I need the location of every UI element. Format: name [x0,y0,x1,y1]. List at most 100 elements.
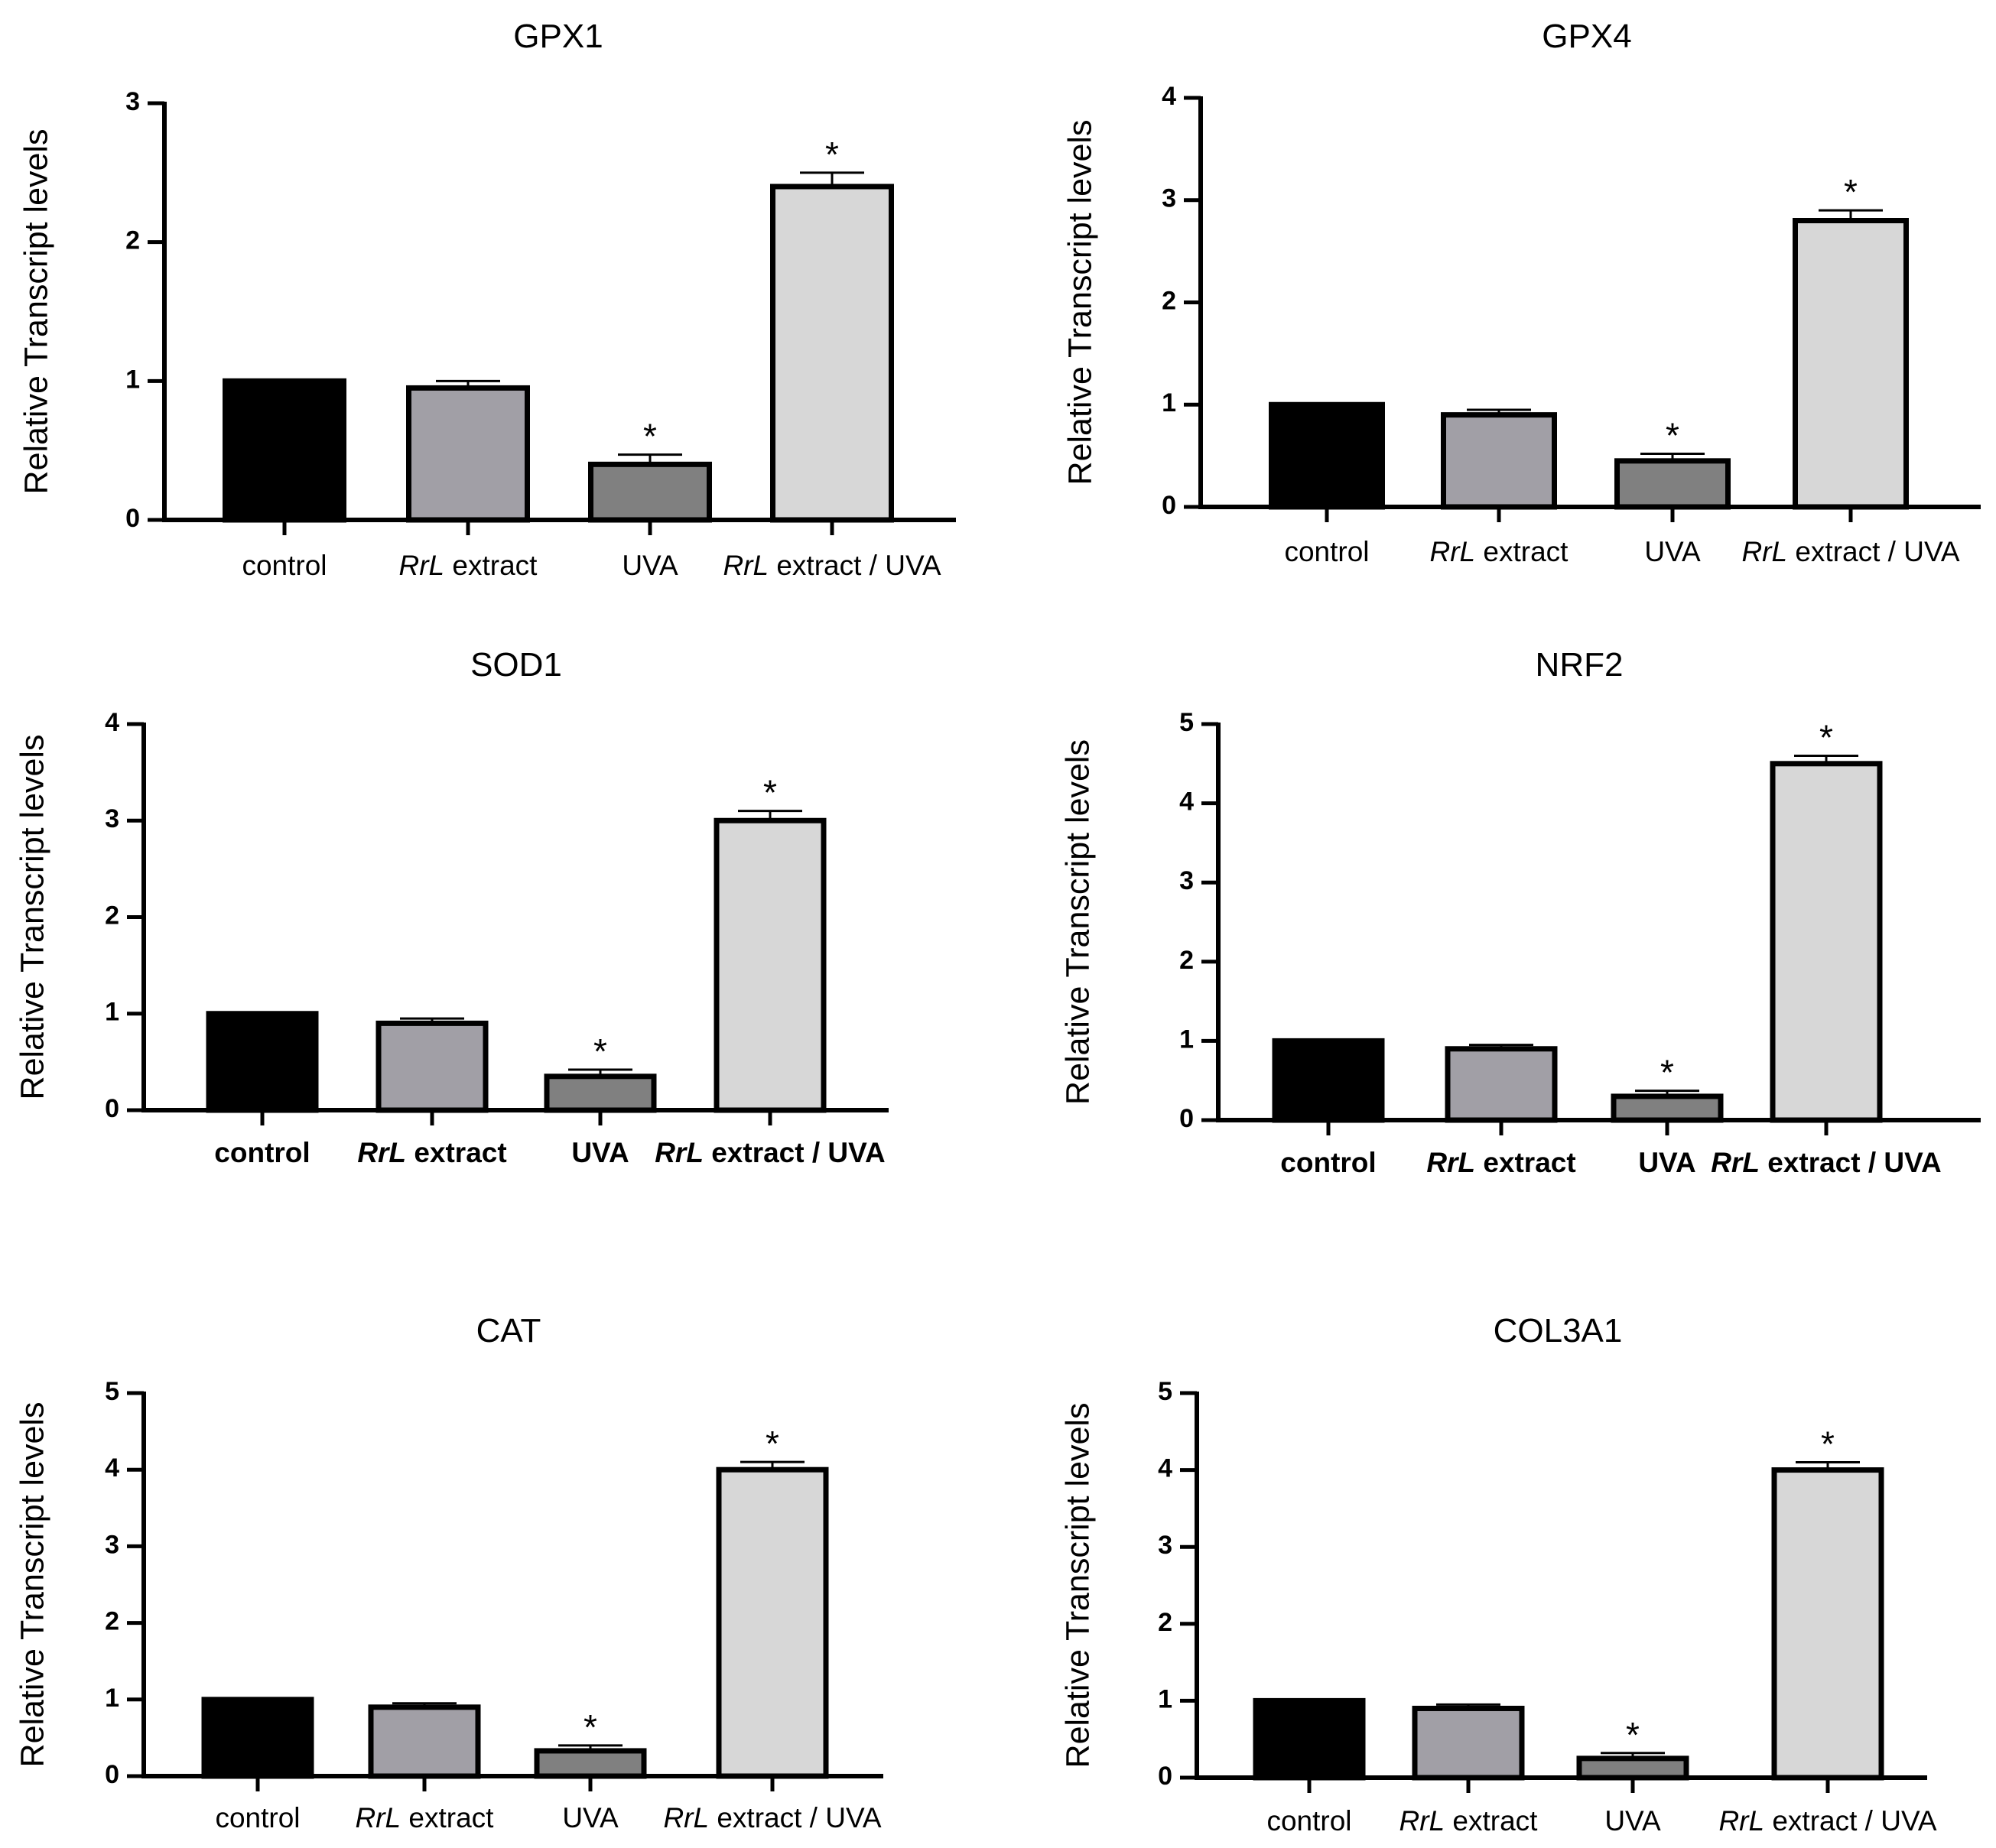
x-tick-label: RrL extract [1430,536,1569,567]
y-tick-label: 0 [105,1094,119,1123]
chart-panel-gpx4: GPX4 Relative Transcript levels 0 1 2 3 4 contr… [1061,18,1981,567]
y-axis-label: Relative Transcript levels [18,129,54,495]
y-tick-label: 0 [1162,491,1176,520]
x-tick-label: UVA [571,1137,629,1168]
y-tick-label: 1 [1158,1684,1172,1713]
y-tick-label: 5 [105,1377,119,1406]
x-tick-label: RrL extract / UVA [1711,1147,1942,1178]
chart-title: COL3A1 [1494,1312,1623,1349]
bar-rrl-extract [406,385,530,523]
y-axis-label: Relative Transcript levels [1059,1403,1096,1768]
y-axis-label: Relative Transcript levels [1059,739,1096,1105]
x-tick-label: UVA [622,550,678,581]
bar-uva [544,1073,657,1113]
x-tick-label: UVA [1638,1147,1695,1178]
bar-rrl-extract-uva [1770,761,1883,1123]
y-tick-label: 1 [125,365,140,394]
bar-uva [1576,1755,1689,1781]
bar-uva [1611,1093,1724,1123]
chart-panel-gpx1: GPX1 Relative Transcript levels 0 1 2 3 contro… [18,18,956,581]
bar-uva [534,1748,647,1779]
x-tick-label: RrL extract [357,1137,506,1168]
y-tick-label: 1 [1162,388,1176,417]
y-tick-label: 1 [105,1684,119,1713]
y-tick-label: 2 [105,1607,119,1636]
bar-rrl-extract-uva [1771,1467,1884,1781]
bar-rrl-extract-uva [714,817,827,1113]
y-tick-label: 2 [125,226,140,255]
significance-marker: * [1821,1424,1835,1464]
significance-marker: * [643,417,657,456]
y-tick-label: 4 [1162,82,1176,111]
chart-title: GPX1 [513,18,603,55]
x-tick-label: UVA [562,1802,619,1833]
significance-marker: * [766,1424,779,1463]
chart-title: GPX4 [1542,18,1631,55]
chart-title: SOD1 [470,646,562,684]
x-tick-label: UVA [1604,1805,1661,1837]
y-tick-label: 5 [1179,708,1194,737]
x-tick-label: control [1280,1147,1376,1178]
bar-rrl-extract [1412,1705,1525,1781]
bar-rrl-extract [375,1020,489,1113]
bar-rrl-extract-uva [716,1466,829,1779]
x-tick-label: RrL extract / UVA [655,1137,886,1168]
bar-rrl-extract-uva [770,184,894,523]
y-tick-label: 4 [105,708,119,737]
y-tick-label: 3 [105,1530,119,1559]
y-tick-label: 0 [1158,1762,1172,1791]
significance-marker: * [593,1031,607,1071]
y-axis-label: Relative Transcript levels [14,735,50,1100]
x-tick-label: RrL extract / UVA [1718,1805,1936,1837]
bar-rrl-extract [368,1704,481,1779]
significance-marker: * [584,1707,597,1747]
x-tick-label: control [1266,1805,1351,1837]
y-tick-label: 3 [1158,1531,1172,1560]
y-tick-label: 5 [1158,1377,1172,1406]
y-tick-label: 2 [1158,1608,1172,1637]
y-tick-label: 4 [1158,1454,1172,1483]
bar-control [1269,401,1385,510]
y-tick-label: 0 [1179,1104,1194,1133]
significance-marker: * [1666,415,1679,455]
bar-control [223,378,346,523]
bar-control [206,1011,319,1113]
y-tick-label: 1 [1179,1025,1194,1054]
y-tick-label: 4 [1179,788,1194,817]
y-tick-label: 1 [105,998,119,1027]
y-tick-label: 3 [125,87,140,116]
bar-rrl-extract-uva [1793,218,1909,510]
chart-panel-col3a1: COL3A1 Relative Transcript levels 0 1 2 3 4 5 co… [1059,1312,1937,1837]
chart-panel-sod1: SOD1 Relative Transcript levels 0 1 2 3 4 contr… [14,646,889,1168]
significance-marker: * [763,773,777,813]
y-tick-label: 0 [125,504,140,533]
bar-rrl-extract [1441,412,1557,510]
bar-uva [1614,458,1731,510]
x-tick-label: RrL extract [1399,1805,1539,1837]
chart-panel-nrf2: NRF2 Relative Transcript levels 0 1 2 3 4 5 cont… [1059,646,1981,1178]
y-axis-label: Relative Transcript levels [14,1402,50,1768]
bar-uva [588,461,712,523]
chart-title: NRF2 [1536,646,1624,684]
y-tick-label: 3 [1162,184,1176,213]
x-tick-label: RrL extract / UVA [723,550,941,581]
y-tick-label: 4 [105,1453,119,1483]
bar-control [1272,1038,1385,1123]
bar-rrl-extract [1445,1046,1558,1123]
x-tick-label: RrL extract / UVA [1741,536,1959,567]
y-tick-label: 3 [1179,866,1194,895]
bar-control [1253,1697,1366,1781]
x-tick-label: control [215,1802,300,1833]
chart-panel-cat: CAT Relative Transcript levels 0 1 2 3 4 5 contr… [14,1312,883,1833]
x-tick-label: RrL extract [356,1802,495,1833]
y-axis-label: Relative Transcript levels [1061,120,1098,486]
chart-title: CAT [476,1312,541,1349]
y-tick-label: 2 [105,901,119,930]
significance-marker: * [1660,1053,1674,1093]
significance-marker: * [1819,717,1833,757]
y-tick-label: 3 [105,804,119,833]
y-tick-label: 2 [1162,286,1176,315]
x-tick-label: UVA [1644,536,1701,567]
x-tick-label: control [214,1137,310,1168]
